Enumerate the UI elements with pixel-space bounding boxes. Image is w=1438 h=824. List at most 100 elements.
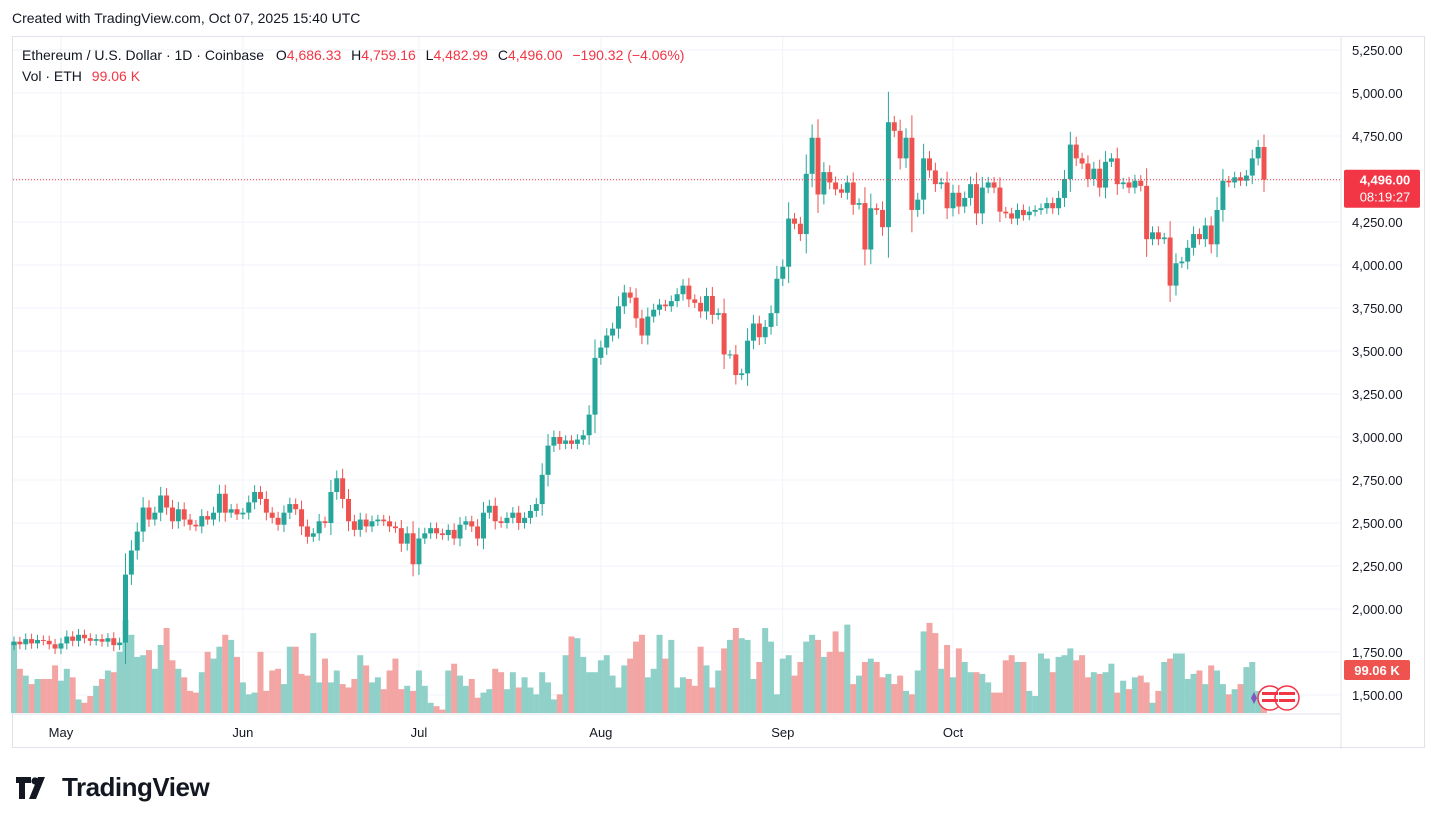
- volume-bar: [1232, 689, 1238, 713]
- price-tick-label: 1,750.00: [1352, 645, 1403, 660]
- candle: [23, 634, 28, 650]
- candle-body: [1015, 210, 1020, 219]
- candle: [35, 635, 40, 649]
- candle: [70, 631, 75, 646]
- candle-body: [1109, 158, 1114, 161]
- candle-body: [1103, 162, 1108, 188]
- volume-bar: [457, 676, 463, 713]
- candle-body: [481, 513, 486, 539]
- volume-bar: [404, 686, 410, 713]
- candle: [968, 176, 973, 205]
- candle: [317, 514, 322, 541]
- volume-bar: [809, 635, 815, 713]
- time-tick-label: Jul: [411, 725, 428, 740]
- volume-bar: [99, 679, 105, 713]
- volume-bar: [803, 642, 809, 713]
- candle-body: [229, 509, 234, 512]
- candle-body: [663, 305, 668, 307]
- candle-body: [217, 494, 222, 513]
- candle-body: [845, 182, 850, 192]
- volume-bar: [363, 665, 369, 713]
- candle-body: [786, 219, 791, 267]
- candle: [199, 509, 204, 533]
- price-tick-label: 3,000.00: [1352, 430, 1403, 445]
- candle-body: [833, 182, 838, 189]
- candle-body: [622, 293, 627, 307]
- volume-bar: [134, 657, 140, 713]
- candle: [780, 259, 785, 286]
- candle: [880, 201, 885, 235]
- candle: [1062, 170, 1067, 207]
- candle: [164, 488, 169, 515]
- candle: [158, 487, 163, 521]
- candle: [792, 213, 797, 229]
- candle: [827, 165, 832, 189]
- candle: [651, 304, 656, 323]
- volume-bar: [903, 691, 909, 713]
- candle-body: [487, 506, 492, 513]
- candle-body: [41, 640, 46, 641]
- volume-label[interactable]: Vol · ETH: [22, 68, 82, 84]
- candle-body: [270, 513, 275, 518]
- volume-bar: [1226, 694, 1232, 713]
- volume-bar: [304, 676, 310, 713]
- candle: [328, 480, 333, 535]
- tradingview-logo[interactable]: TradingView: [16, 772, 209, 803]
- volume-bar: [938, 669, 944, 713]
- symbol-label[interactable]: Ethereum / U.S. Dollar · 1D · Coinbase: [22, 47, 264, 63]
- candle-body: [440, 533, 445, 535]
- high-label: H: [351, 47, 361, 63]
- volume-row: Vol · ETH 99.06 K: [22, 66, 684, 87]
- volume-bar: [158, 645, 164, 713]
- volume-bar: [780, 659, 786, 713]
- volume-bar: [410, 691, 416, 713]
- candle-body: [839, 189, 844, 192]
- candle-body: [610, 329, 615, 336]
- candle: [616, 296, 621, 338]
- candle-body: [1050, 203, 1055, 208]
- candle: [493, 498, 498, 530]
- candle-body: [634, 298, 639, 319]
- candle: [892, 116, 897, 137]
- candle: [534, 498, 539, 517]
- candle: [510, 507, 515, 523]
- candle: [1103, 151, 1108, 198]
- volume-bar: [1196, 671, 1202, 714]
- volume-bar: [1032, 696, 1038, 713]
- time-tick-label: Jun: [232, 725, 253, 740]
- volume-bar: [592, 672, 598, 713]
- volume-bar: [434, 706, 440, 713]
- candle: [716, 308, 721, 319]
- candle: [17, 637, 22, 649]
- candle-body: [176, 509, 181, 521]
- candle: [481, 502, 486, 549]
- candle-body: [375, 520, 380, 522]
- candle: [1215, 197, 1220, 257]
- candle-body: [1162, 237, 1167, 239]
- volume-bar: [657, 635, 663, 713]
- candle: [874, 204, 879, 215]
- candle-body: [1220, 181, 1225, 210]
- candle: [710, 287, 715, 324]
- volume-bar: [445, 671, 451, 714]
- candle-body: [886, 122, 891, 227]
- candle-body: [1132, 181, 1137, 188]
- candle-body: [346, 499, 351, 521]
- volume-bar: [797, 662, 803, 713]
- candle: [47, 636, 52, 650]
- volume-bar: [299, 674, 305, 713]
- volume-bar: [1144, 682, 1150, 713]
- volume-bar: [1191, 674, 1197, 713]
- candle: [135, 523, 140, 560]
- volume-bar: [1015, 662, 1021, 713]
- candle-body: [1127, 182, 1132, 187]
- candle: [469, 516, 474, 532]
- candle-body: [164, 495, 169, 507]
- price-tick-label: 1,500.00: [1352, 688, 1403, 703]
- candle: [188, 514, 193, 530]
- candle: [1080, 153, 1085, 169]
- candle-body: [334, 478, 339, 492]
- candle-body: [135, 532, 140, 551]
- volume-bar: [498, 672, 504, 713]
